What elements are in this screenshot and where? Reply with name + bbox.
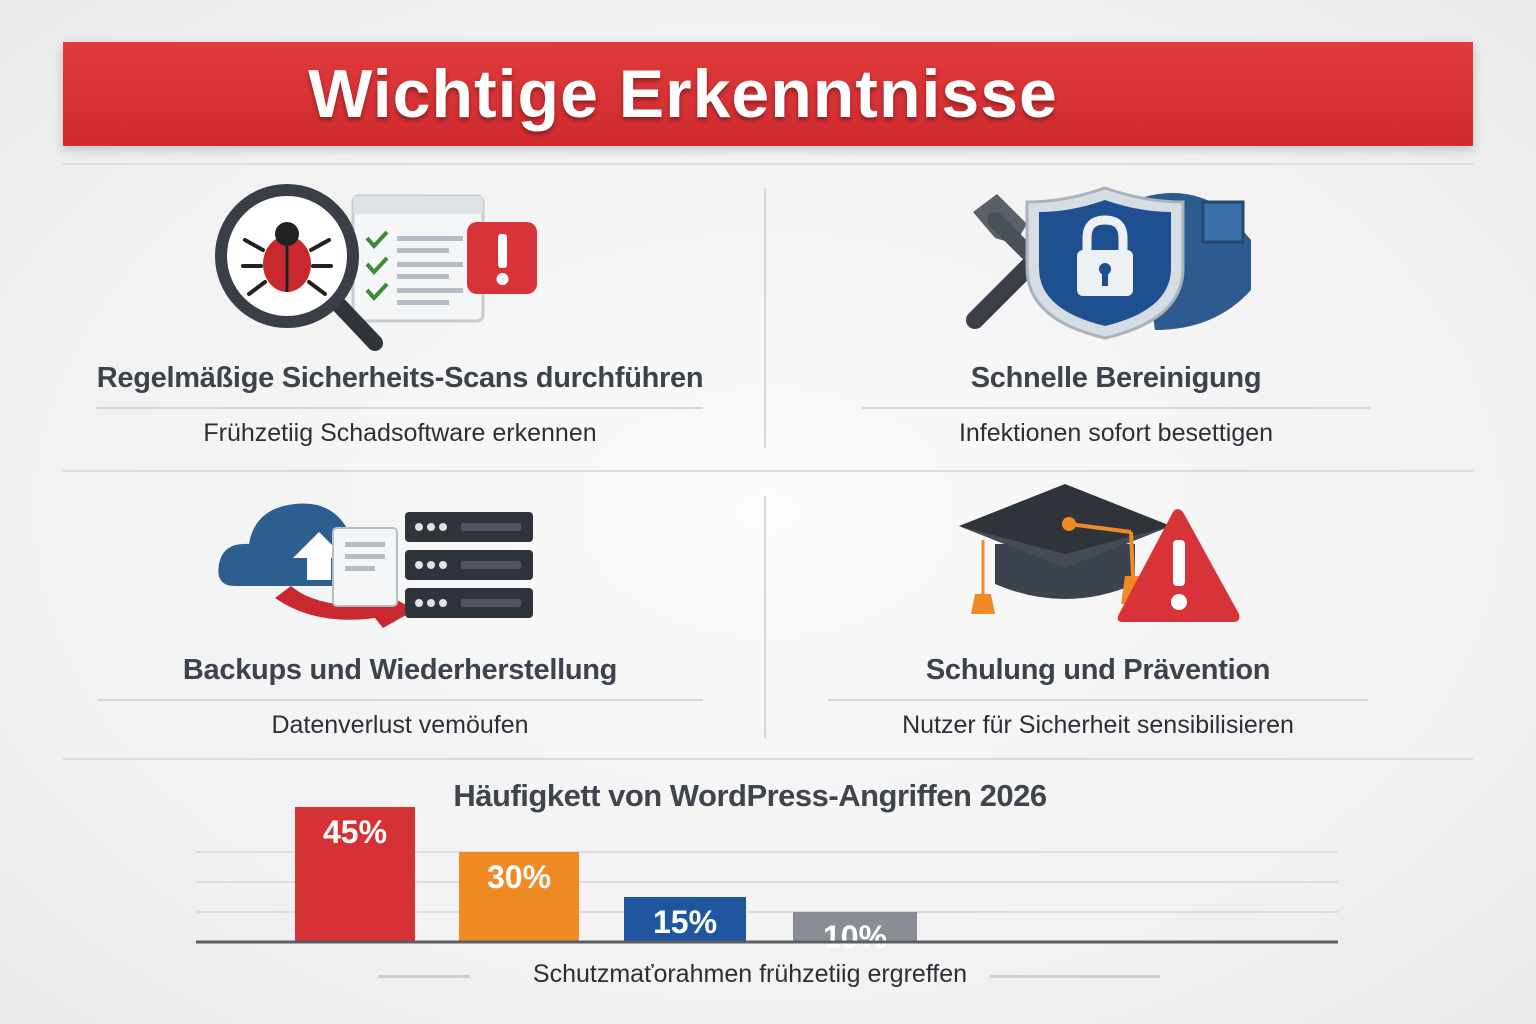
- bar-label-2: 15%: [653, 904, 717, 940]
- card-backups: Backups und Wiederherstellung Datenverlu…: [80, 654, 720, 740]
- card-title: Regelmäßige Sicherheits-Scans durchführe…: [96, 362, 704, 394]
- shield-lock-tools-icon: [966, 186, 1251, 340]
- divider-vertical-bottom: [764, 496, 766, 738]
- title-banner: Wichtige Erkenntnisse: [63, 42, 1473, 146]
- card-separator: [97, 407, 703, 409]
- page-title: Wichtige Erkenntnisse: [308, 56, 1058, 132]
- bar-2: [624, 897, 746, 942]
- card-subtitle: Nutzer für Sicherheit sensibilisieren: [902, 711, 1294, 739]
- footer-line-right: [990, 975, 1160, 978]
- divider-middle: [63, 470, 1473, 472]
- chart-title: Häufigkett von WordPress-Angriffen 2026: [453, 778, 1047, 813]
- card-subtitle: Frühzetiig Schadsoftware erkennen: [203, 419, 597, 447]
- card-quick-cleanup: Schnelle Bereinigung Infektionen sofort …: [846, 362, 1386, 448]
- bar-0: [295, 807, 415, 942]
- cloud-backup-server-icon: [218, 503, 533, 628]
- footer-line-left: [378, 975, 470, 978]
- card-subtitle: Datenverlust vemöufen: [271, 711, 529, 739]
- card-subtitle: Infektionen sofort besettigen: [958, 419, 1274, 447]
- card-separator: [97, 699, 703, 701]
- card-title: Backups und Wiederherstellung: [182, 654, 618, 686]
- malware-scan-icon: [215, 184, 537, 351]
- card-title: Schulung und Prävention: [925, 654, 1271, 686]
- bar-label-1: 30%: [487, 859, 551, 895]
- card-security-scans: Regelmäßige Sicherheits-Scans durchführe…: [80, 362, 720, 448]
- footer-note: Schutzmaťorahmen frühzetiig ergreffen: [532, 960, 968, 988]
- divider-top: [63, 163, 1473, 165]
- bar-1: [459, 852, 579, 942]
- divider-bottom: [63, 758, 1473, 760]
- bar-label-0: 45%: [323, 814, 387, 850]
- card-separator: [862, 407, 1370, 409]
- card-separator: [828, 699, 1368, 701]
- bar-label-3: 10%: [823, 919, 887, 955]
- bar-3: [793, 912, 917, 942]
- card-training: Schulung und Prävention Nutzer für Siche…: [820, 654, 1376, 740]
- card-title: Schnelle Bereinigung: [970, 362, 1262, 394]
- graduation-cap-warning-icon: [959, 484, 1240, 622]
- divider-vertical-top: [764, 188, 766, 448]
